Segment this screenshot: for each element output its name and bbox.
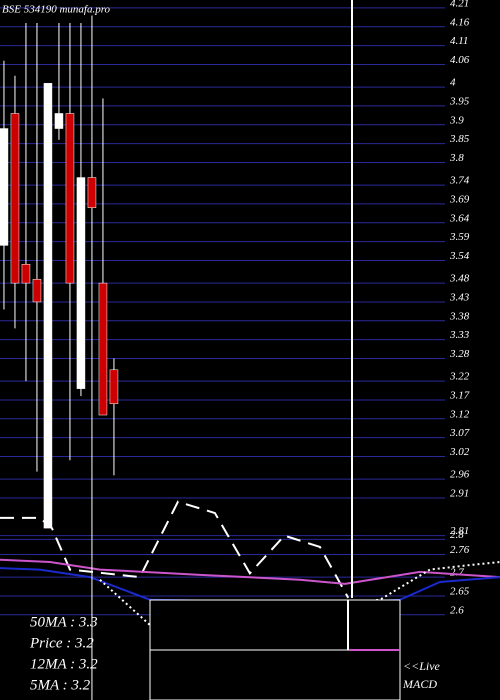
candle-body <box>98 282 108 416</box>
candle-body <box>0 128 9 246</box>
y-tick-label: 3.74 <box>449 175 470 187</box>
candles <box>0 15 119 700</box>
candle-body <box>87 177 97 208</box>
panel-label: MACD <box>402 677 437 691</box>
y-tick-label: 3.12 <box>449 408 470 420</box>
candle-body <box>21 263 31 284</box>
y-tick-label: 2.65 <box>450 585 470 597</box>
y-tick-label: 3.8 <box>449 152 464 164</box>
y-tick-label: 3.54 <box>449 250 470 262</box>
y-tick-label: 2.91 <box>450 487 469 499</box>
indicator: Price : 3.2 <box>29 635 94 651</box>
y-tick-label: 2.96 <box>450 469 470 481</box>
y-tick-label: 3.48 <box>449 273 470 285</box>
y-tick-label: 3.33 <box>449 329 470 341</box>
y-tick-label: 4.16 <box>450 16 470 28</box>
candle-body <box>54 113 64 129</box>
y-tick-label: 3.02 <box>449 446 470 458</box>
candle-body <box>76 177 86 389</box>
y-tick-label: 3.17 <box>449 389 470 401</box>
y-tick-label: 3.43 <box>449 291 470 303</box>
y-tick-label: 4 <box>450 77 456 89</box>
y-tick-label: 4.11 <box>450 35 468 47</box>
indicator: 5MA : 3.2 <box>30 677 91 693</box>
candle-body <box>65 113 75 284</box>
indicator: 50MA : 3.3 <box>30 614 98 630</box>
y-tick-label: 2.6 <box>450 604 464 616</box>
candle-body <box>32 279 42 303</box>
live-label: <<Live <box>403 659 441 673</box>
y-tick-label: 3.85 <box>449 133 470 145</box>
indicator-line <box>99 561 500 627</box>
y-tick-label: 3.38 <box>449 310 470 322</box>
y-tick-label: 3.07 <box>449 427 470 439</box>
chart-title: BSE 534190 munafa.pro <box>2 4 111 16</box>
indicator-line <box>0 558 500 585</box>
y-tick-label: 3.95 <box>449 95 470 107</box>
indicator: 12MA : 3.2 <box>30 656 98 672</box>
indicator-line <box>0 500 350 599</box>
y-tick-label: 2.76 <box>450 544 470 556</box>
y-tick-label: 2.81 <box>450 525 469 537</box>
y-tick-label: 3.69 <box>449 193 470 205</box>
y-tick-label: 3.28 <box>449 348 470 360</box>
y-tick-label: 3.22 <box>449 371 470 383</box>
y-tick-label: 4.06 <box>450 54 470 66</box>
y-tick-label: 2.8 <box>450 529 464 541</box>
y-tick-label: 3.64 <box>449 212 470 224</box>
y-tick-label: 4.21 <box>450 0 469 9</box>
y-tick-label: 3.9 <box>449 114 464 126</box>
candle-body <box>109 369 119 404</box>
y-tick-label: 3.59 <box>449 231 470 243</box>
candle-body <box>10 113 20 284</box>
grid: 4.21 4.16 4.11 4.06 4 3.95 3.9 3.85 3.8 3.74 3.69 3… <box>0 0 470 616</box>
candle-body <box>43 83 53 529</box>
y-tick-label: 2.7 <box>450 567 464 579</box>
